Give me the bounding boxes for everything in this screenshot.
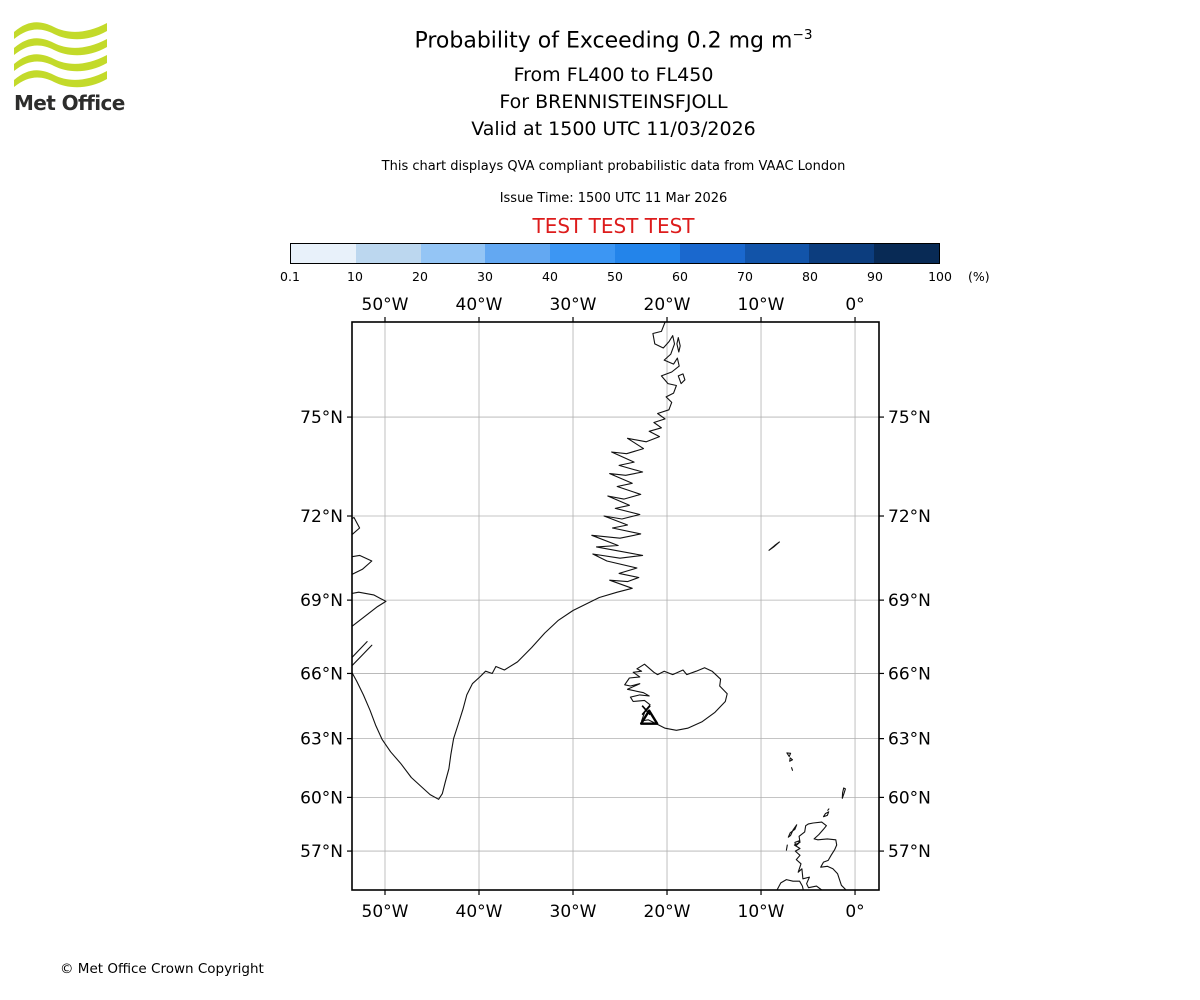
logo-wave-4 xyxy=(14,70,107,88)
colorbar-tick-30: 30 xyxy=(477,269,493,284)
map-content xyxy=(352,322,879,890)
colorbar-tick-20: 20 xyxy=(412,269,428,284)
map-frame xyxy=(351,321,880,891)
subtitle-volcano: For BRENNISTEINSFJOLL xyxy=(499,91,728,113)
lon-label-top: 20°W xyxy=(644,295,691,315)
colorbar-tick-90: 90 xyxy=(867,269,883,284)
lon-label-bottom: 50°W xyxy=(362,902,409,922)
lon-label-bottom: 20°W xyxy=(644,902,691,922)
colorbar-segment-10 xyxy=(874,244,939,263)
map-svg: 50°W 50°W 40°W 40°W 30°W 30°W 20°W 20°W 10°W 10°W… xyxy=(300,295,931,922)
lat-label-left: 75°N xyxy=(300,408,343,428)
met-office-waves-icon xyxy=(14,22,107,88)
coastline-uist xyxy=(785,844,788,851)
coastline-orkney xyxy=(822,811,830,818)
lon-label-top: 30°W xyxy=(550,295,597,315)
colorbar-segment-1 xyxy=(291,244,356,263)
lat-label-left: 69°N xyxy=(300,591,343,611)
lat-label-right: 75°N xyxy=(888,408,931,428)
lat-label-right: 66°N xyxy=(888,664,931,684)
coastline-faroe-3 xyxy=(791,767,794,771)
copyright-text: © Met Office Crown Copyright xyxy=(60,961,264,977)
probability-colorbar xyxy=(290,243,940,264)
logo-wave-3 xyxy=(14,54,107,72)
met-office-logo-text: Met Office xyxy=(14,91,125,115)
coastline-greenland-island-sliver xyxy=(676,337,681,353)
colorbar-tick-100: 100 xyxy=(928,269,952,284)
lon-label-bottom: 10°W xyxy=(738,902,785,922)
lat-label-right: 60°N xyxy=(888,788,931,808)
lon-label-top: 10°W xyxy=(738,295,785,315)
coastline-lewis-harris xyxy=(787,824,798,838)
subtitle-block: From FL400 to FL450 For BRENNISTEINSFJOL… xyxy=(26,62,1200,143)
volcano-marker-icon xyxy=(639,709,659,725)
coastline-scotland-mainland xyxy=(793,821,847,890)
lat-label-left: 66°N xyxy=(300,664,343,684)
lon-label-bottom: 0° xyxy=(845,902,864,922)
subtitle-flight-levels: From FL400 to FL450 xyxy=(513,64,714,86)
page-title: Probability of Exceeding 0.2 mg m−3 xyxy=(26,27,1200,53)
lat-label-right: 57°N xyxy=(888,842,931,862)
coastline-greenland-west-stroke1 xyxy=(352,644,373,667)
colorbar-tick-10: 10 xyxy=(347,269,363,284)
coastline-ireland-north xyxy=(776,879,804,890)
coastline-greenland-disko-bay xyxy=(352,591,387,627)
colorbar-tick-labels: 0.1 10 20 30 40 50 60 70 80 90 100 xyxy=(280,269,952,285)
colorbar-tick-50: 50 xyxy=(607,269,623,284)
colorbar-tick-0.1: 0.1 xyxy=(280,269,300,284)
colorbar-segment-3 xyxy=(420,244,486,263)
map-area: 50°W 50°W 40°W 40°W 30°W 30°W 20°W 20°W 10°W 10°W… xyxy=(300,295,931,922)
coastline-shetland xyxy=(841,787,846,799)
colorbar-segment-2 xyxy=(355,244,421,263)
colorbar-tick-80: 80 xyxy=(802,269,818,284)
lon-label-bottom: 40°W xyxy=(456,902,503,922)
coastline-jan-mayen xyxy=(768,541,780,551)
colorbar-tick-40: 40 xyxy=(542,269,558,284)
coastline-orkney-north xyxy=(827,808,830,811)
lat-label-right: 69°N xyxy=(888,591,931,611)
colorbar-segment-8 xyxy=(744,244,810,263)
issue-time: Issue Time: 1500 UTC 11 Mar 2026 xyxy=(499,191,728,206)
lon-label-bottom: 30°W xyxy=(550,902,597,922)
colorbar-segment-7 xyxy=(679,244,745,263)
coastline-faroe-1 xyxy=(786,752,792,758)
coastline-greenland-east-and-south xyxy=(352,322,680,800)
colorbar-segment-9 xyxy=(809,244,875,263)
coastline-skye xyxy=(794,840,801,847)
lat-label-left: 60°N xyxy=(300,788,343,808)
colorbar-tick-60: 60 xyxy=(672,269,688,284)
coastline-iceland xyxy=(624,663,728,731)
volcano-marker-x-icon xyxy=(641,705,651,716)
colorbar-segment-5 xyxy=(550,244,615,263)
logo-wave-1 xyxy=(14,22,107,40)
title-main: Probability of Exceeding 0.2 mg m xyxy=(414,28,793,54)
coastline-faroe-2 xyxy=(789,757,794,762)
colorbar-segment-6 xyxy=(614,244,680,263)
subtitle-valid-time: Valid at 1500 UTC 11/03/2026 xyxy=(471,118,756,140)
lon-label-top: 40°W xyxy=(456,295,503,315)
colorbar-unit-label: (%) xyxy=(968,269,990,284)
lon-label-top: 50°W xyxy=(362,295,409,315)
lon-label-top: 0° xyxy=(845,295,864,315)
coastline-greenland-west-stroke2 xyxy=(352,641,368,659)
lat-label-right: 63°N xyxy=(888,730,931,750)
colorbar-segment-4 xyxy=(485,244,551,263)
coastline-greenland-nuussuaq xyxy=(352,554,373,576)
lat-label-left: 63°N xyxy=(300,730,343,750)
qva-note: This chart displays QVA compliant probab… xyxy=(381,159,846,174)
lat-label-left: 57°N xyxy=(300,842,343,862)
lat-label-left: 72°N xyxy=(300,507,343,527)
coastline-greenland-island-small xyxy=(677,373,686,385)
title-superscript: −3 xyxy=(792,27,813,43)
met-office-logo: Met Office xyxy=(14,18,125,115)
colorbar-tick-70: 70 xyxy=(737,269,753,284)
logo-wave-2 xyxy=(14,38,107,56)
lat-label-right: 72°N xyxy=(888,507,931,527)
test-banner: TEST TEST TEST xyxy=(532,214,695,238)
